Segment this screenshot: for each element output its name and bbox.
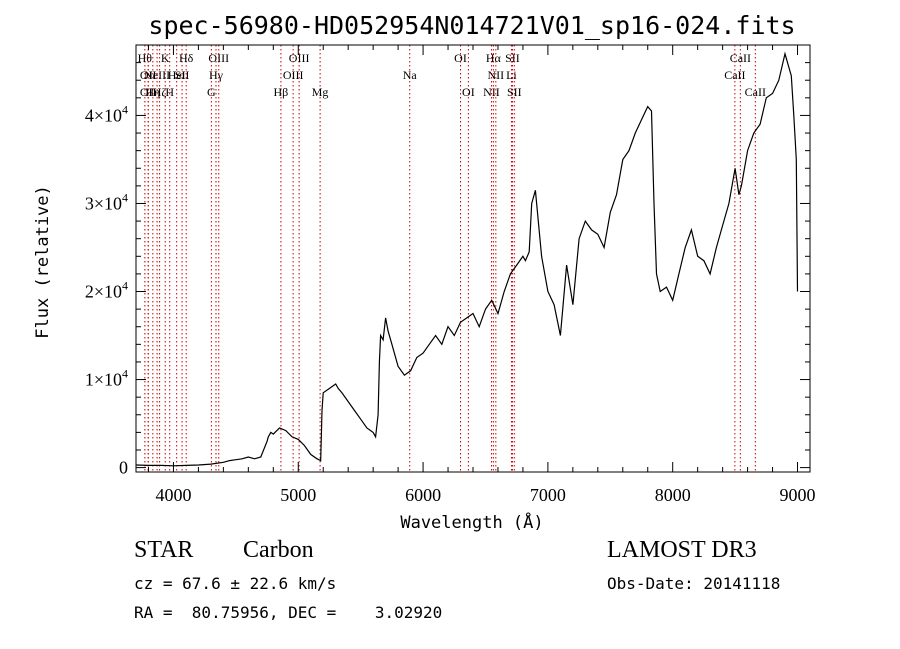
y-tick-exponent: 4: [122, 190, 128, 204]
y-tick-label: 1×104: [85, 367, 128, 390]
line-marker-label: OI: [454, 51, 467, 65]
line-marker-label: Hβ: [274, 85, 289, 99]
line-marker-label: OIII: [208, 51, 229, 65]
x-axis-ticks: 4000 5000 6000 7000 8000 9000: [147, 45, 816, 505]
y-axis-ticks: 0 1×104 2×104 3×104 4×104: [85, 62, 810, 478]
obs-date-text: Obs-Date: 20141118: [607, 574, 781, 593]
coordinates-text: RA = 80.75956, DEC = 3.02920: [134, 603, 443, 622]
redshift-text: cz = 67.6 ± 22.6 km/s: [134, 574, 337, 593]
line-marker-label: NII: [483, 85, 500, 99]
line-marker-label: HeI: [168, 68, 186, 82]
survey-name: LAMOST DR3: [607, 537, 757, 563]
y-tick-exponent: 4: [122, 367, 128, 381]
line-marker-label: Hη: [145, 85, 160, 99]
line-marker-group: HθOIIOIIHηNeIIIHζKHHeISIIHδGHγOIIIHβOIII…: [138, 45, 766, 472]
line-marker-label: H: [165, 85, 174, 99]
line-marker-label: G: [207, 85, 216, 99]
x-axis-label: Wavelength (Å): [400, 511, 543, 533]
x-tick-label: 5000: [280, 485, 316, 505]
y-tick-exponent: 4: [122, 279, 128, 293]
line-marker-label: OII: [140, 85, 157, 99]
line-marker-label: SII: [507, 85, 522, 99]
line-marker-label: Na: [403, 68, 418, 82]
line-marker-label: CaII: [724, 68, 745, 82]
line-marker-label: Mg: [312, 85, 329, 99]
line-marker-label: K: [161, 51, 170, 65]
line-marker-label: Hδ: [179, 51, 194, 65]
y-axis-label: Flux (relative): [33, 185, 53, 339]
spectrum-line: [135, 51, 799, 467]
x-tick-label: 8000: [655, 485, 691, 505]
line-marker-label: NII: [488, 68, 505, 82]
line-marker-label: Hζ: [153, 85, 167, 99]
line-marker-label: CaII: [745, 85, 766, 99]
line-marker-label: CaII: [730, 51, 751, 65]
line-marker-label: OI: [462, 85, 475, 99]
object-subclass: Carbon: [243, 537, 314, 563]
line-marker-label: Hα: [486, 51, 502, 65]
line-marker-label: Li: [506, 68, 517, 82]
line-marker-label: SII: [505, 51, 520, 65]
x-tick-label: 7000: [530, 485, 566, 505]
y-tick-label: 3×104: [85, 190, 128, 213]
x-tick-label: 4000: [155, 485, 191, 505]
y-tick-exponent: 4: [122, 102, 128, 116]
chart-title: spec-56980-HD052954N014721V01_sp16-024.f…: [148, 11, 795, 40]
x-tick-label: 6000: [405, 485, 441, 505]
object-class: STAR: [134, 537, 194, 563]
line-marker-label: OIII: [289, 51, 310, 65]
x-tick-label: 9000: [780, 485, 816, 505]
line-marker-label: SII: [175, 68, 190, 82]
y-tick-label: 0: [119, 458, 128, 478]
line-marker-label: Hγ: [209, 68, 224, 82]
y-tick-label: 4×104: [85, 102, 128, 125]
y-tick-label: 2×104: [85, 279, 128, 302]
line-marker-label: OIII: [283, 68, 304, 82]
plot-frame: [135, 44, 811, 473]
line-marker-label: NeIII: [144, 68, 170, 82]
